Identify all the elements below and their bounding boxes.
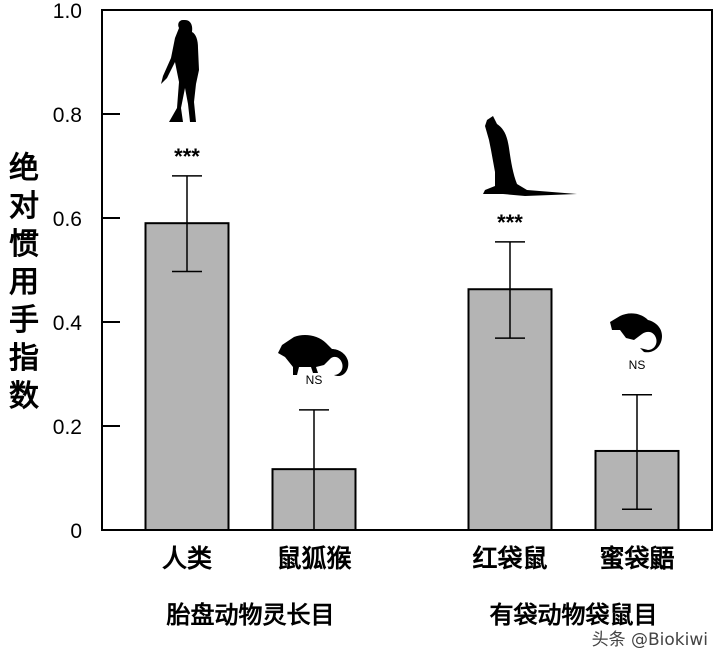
significance-label: NS [629,358,646,372]
plot-frame [101,9,713,531]
human-silhouette-icon [161,20,199,122]
y-tick-label: 0.4 [53,312,83,335]
group-label: 有袋动物袋鼠目 [490,601,658,629]
mouse-lemur-silhouette-icon [278,335,349,377]
watermark: 头条 @Biokiwi [591,630,708,650]
category-label: 红袋鼠 [472,544,547,573]
group-label: 胎盘动物灵长目 [167,601,335,629]
category-label: 鼠狐猴 [276,544,352,573]
significance-label: NS [306,373,323,387]
y-tick-label: 1.0 [53,0,82,23]
y-tick-label: 0.6 [53,208,82,231]
bar-2 [467,288,553,531]
y-tick-label: 0.8 [53,104,82,127]
y-axis-label: 绝对惯用手指数 [9,151,39,414]
y-tick-label: 0 [70,520,82,543]
sugar-glider-silhouette-icon [610,313,662,353]
category-label: 蜜袋鼯 [599,544,674,573]
y-tick-label: 0.2 [53,416,82,439]
significance-label: *** [174,144,200,169]
category-label: 人类 [162,544,213,573]
significance-label: *** [497,210,523,235]
kangaroo-silhouette-icon [483,116,577,196]
